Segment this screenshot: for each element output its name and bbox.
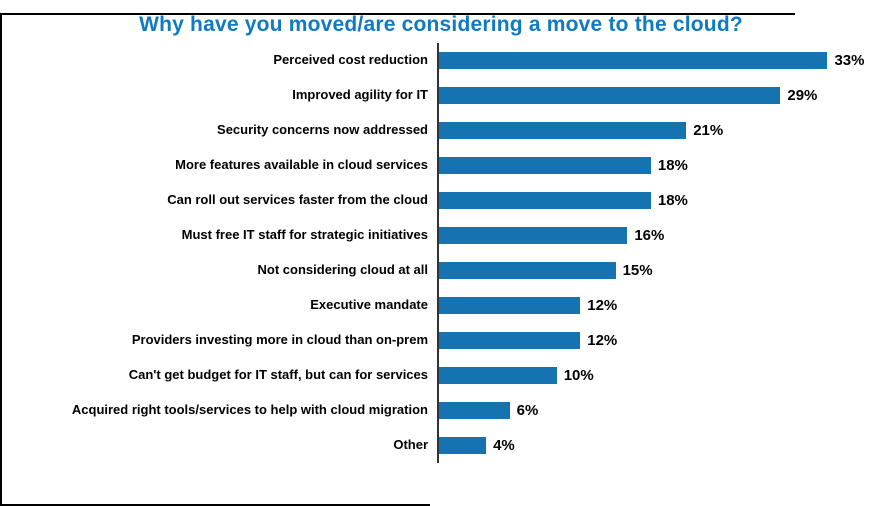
bar-row: Other 4%: [0, 428, 882, 463]
bar-track: 18%: [437, 183, 851, 218]
bar-row: Not considering cloud at all 15%: [0, 253, 882, 288]
value-label: 10%: [563, 367, 594, 384]
category-label: Can roll out services faster from the cl…: [167, 192, 428, 208]
bar-row: Perceived cost reduction 33%: [0, 43, 882, 78]
bar: [439, 227, 628, 244]
bar-row: Can roll out services faster from the cl…: [0, 183, 882, 218]
value-label: 12%: [587, 297, 618, 314]
bar: [439, 367, 557, 384]
value-label: 18%: [657, 157, 688, 174]
bar-track: 16%: [437, 218, 851, 253]
bar-track: 6%: [437, 393, 851, 428]
bar-row: Improved agility for IT 29%: [0, 78, 882, 113]
value-label: 29%: [787, 87, 818, 104]
left-border-line: [0, 13, 2, 506]
category-label: Not considering cloud at all: [257, 262, 428, 278]
category-label: Executive mandate: [310, 297, 428, 313]
bar: [439, 402, 510, 419]
category-label: Improved agility for IT: [292, 87, 428, 103]
bar-track: 18%: [437, 148, 851, 183]
chart-title: Why have you moved/are considering a mov…: [139, 13, 743, 36]
bar-track: 10%: [437, 358, 851, 393]
bar: [439, 52, 828, 69]
top-border-line: [0, 13, 795, 15]
bar: [439, 332, 581, 349]
bar-chart: Perceived cost reduction 33% Improved ag…: [0, 43, 882, 463]
bar-track: 12%: [437, 323, 851, 358]
bar-track: 29%: [437, 78, 851, 113]
bar: [439, 87, 781, 104]
bar-row: Security concerns now addressed 21%: [0, 113, 882, 148]
bar: [439, 262, 616, 279]
bar-track: 12%: [437, 288, 851, 323]
value-label: 12%: [587, 332, 618, 349]
category-label: Perceived cost reduction: [273, 52, 428, 68]
category-label: More features available in cloud service…: [175, 157, 428, 173]
category-label: Acquired right tools/services to help wi…: [71, 402, 428, 418]
bar: [439, 157, 651, 174]
value-label: 4%: [493, 437, 515, 454]
bar: [439, 297, 581, 314]
bar-row: Acquired right tools/services to help wi…: [0, 393, 882, 428]
value-label: 16%: [634, 227, 665, 244]
category-label: Security concerns now addressed: [217, 122, 428, 138]
category-label: Must free IT staff for strategic initiat…: [181, 227, 428, 243]
bar: [439, 122, 687, 139]
value-label: 6%: [516, 402, 539, 419]
bar-row: Must free IT staff for strategic initiat…: [0, 218, 882, 253]
bar-track: 4%: [437, 428, 851, 463]
bar-row: Providers investing more in cloud than o…: [0, 323, 882, 358]
category-label: Can't get budget for IT staff, but can f…: [128, 367, 428, 383]
category-label: Other: [393, 437, 428, 453]
bar: [439, 437, 487, 454]
bar-row: More features available in cloud service…: [0, 148, 882, 183]
bar-row: Executive mandate 12%: [0, 288, 882, 323]
value-label: 21%: [693, 122, 724, 139]
category-label: Providers investing more in cloud than o…: [131, 332, 428, 348]
value-label: 18%: [657, 192, 688, 209]
bar-track: 15%: [437, 253, 851, 288]
value-label: 15%: [622, 262, 653, 279]
bar-row: Can't get budget for IT staff, but can f…: [0, 358, 882, 393]
bar-track: 33%: [437, 43, 864, 78]
value-label: 33%: [834, 52, 865, 69]
bar-track: 21%: [437, 113, 851, 148]
bar: [439, 192, 651, 209]
